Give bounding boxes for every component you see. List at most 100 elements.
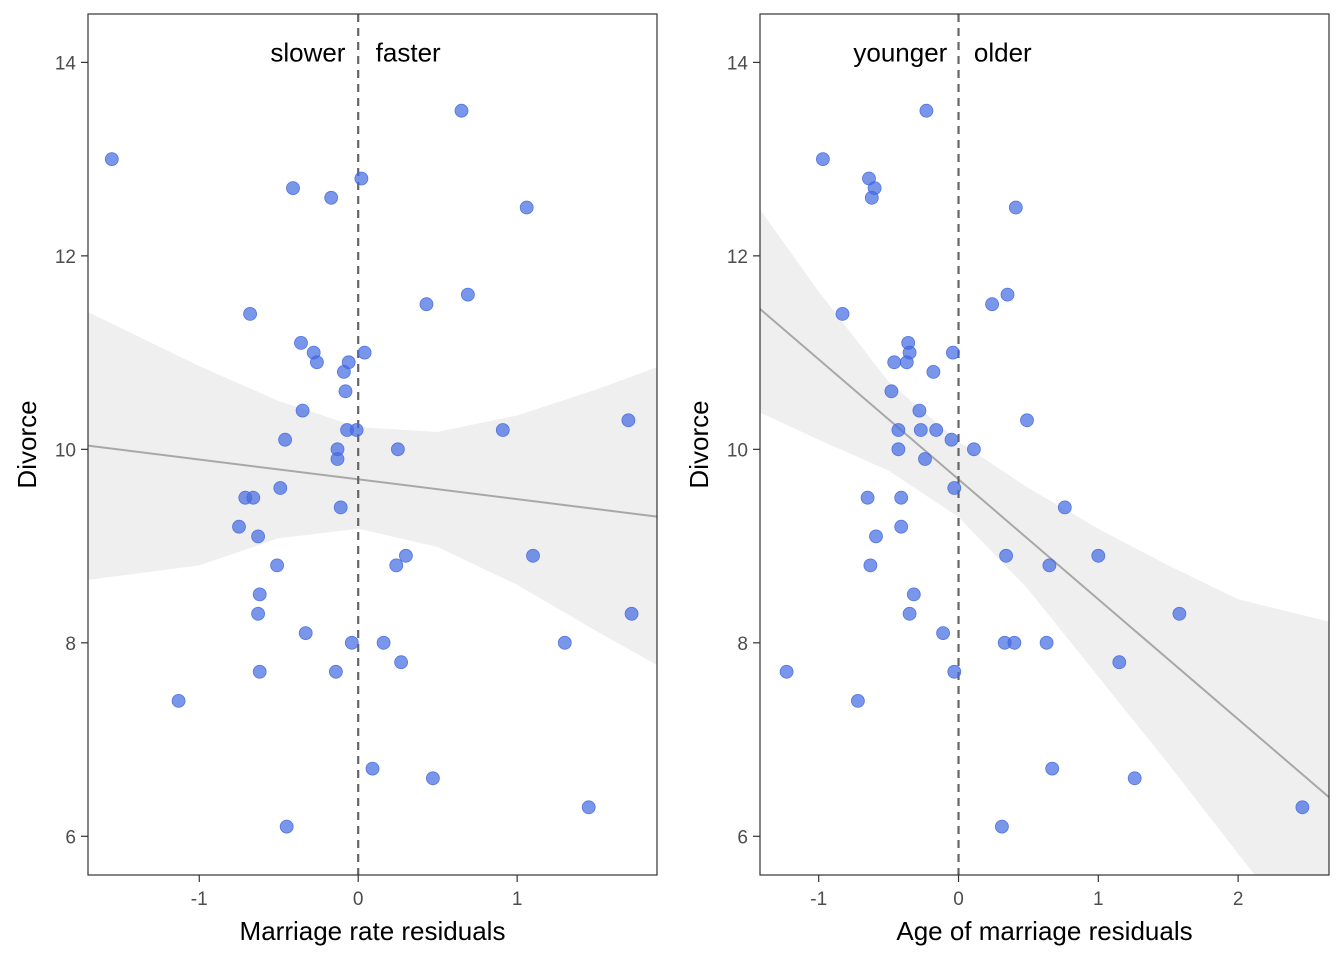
data-point (918, 452, 932, 466)
annotation-label: faster (376, 38, 441, 68)
data-point (919, 103, 934, 118)
data-point (835, 306, 850, 321)
data-point (926, 364, 941, 379)
data-point (581, 800, 596, 815)
data-point (1042, 558, 1057, 573)
data-point (860, 490, 875, 505)
data-point (354, 171, 369, 186)
data-point (298, 626, 313, 640)
data-point (344, 635, 359, 650)
data-point (338, 384, 353, 399)
data-point (891, 442, 906, 457)
data-point (913, 423, 928, 437)
data-point (376, 635, 391, 650)
plot-area (760, 14, 1329, 875)
data-point (946, 345, 960, 360)
annotation-label: older (974, 38, 1032, 68)
data-point (929, 423, 944, 437)
y-tick-label: 6 (65, 827, 76, 848)
data-point (816, 152, 830, 167)
data-point (425, 771, 440, 786)
data-point (104, 152, 119, 167)
data-point (1295, 800, 1310, 815)
data-point (624, 606, 639, 621)
x-tick-label: 1 (1093, 889, 1104, 910)
data-point (851, 694, 865, 708)
data-point (251, 529, 266, 544)
data-point (1127, 771, 1142, 786)
data-point (936, 626, 950, 640)
x-tick-label: 2 (1233, 889, 1244, 910)
data-point (1172, 606, 1187, 621)
data-point (519, 200, 534, 215)
data-point (967, 442, 981, 457)
confidence-ribbon (88, 312, 657, 666)
y-tick-label: 6 (737, 827, 748, 848)
x-tick-label: 0 (353, 889, 364, 910)
data-point (330, 452, 345, 466)
data-point (394, 655, 409, 670)
data-point (390, 442, 405, 457)
data-point (333, 500, 348, 515)
x-axis-title: Age of marriage residuals (896, 916, 1192, 946)
x-tick-label: 0 (953, 889, 964, 910)
regression-line (88, 444, 657, 518)
annotation-label: younger (853, 38, 947, 68)
data-point (526, 548, 540, 563)
data-point (336, 364, 351, 379)
y-tick-label: 10 (55, 440, 76, 461)
data-point (1000, 287, 1015, 302)
y-tick-label: 8 (65, 634, 76, 655)
data-point (398, 548, 413, 563)
data-point (1112, 655, 1127, 670)
data-point (779, 664, 794, 679)
data-point (557, 635, 572, 650)
data-point (985, 297, 999, 312)
data-point (365, 761, 380, 776)
annotation-label: slower (270, 38, 345, 68)
data-point (419, 297, 434, 312)
y-tick-label: 14 (55, 53, 77, 74)
data-point (389, 558, 404, 573)
data-point (944, 432, 959, 447)
data-point (270, 558, 285, 573)
y-tick-label: 12 (55, 247, 76, 268)
data-point (309, 355, 324, 370)
data-point (252, 587, 267, 602)
data-point (947, 481, 962, 495)
data-point (495, 423, 510, 437)
data-point (869, 529, 883, 544)
data-point (995, 819, 1009, 834)
data-point (251, 606, 266, 621)
data-point (884, 384, 899, 399)
data-point (357, 345, 372, 360)
data-point (278, 432, 293, 447)
data-point (1039, 635, 1054, 650)
y-tick-label: 8 (737, 634, 748, 655)
data-point (1091, 548, 1106, 563)
data-point (294, 335, 308, 350)
data-point (232, 519, 246, 534)
data-point (894, 490, 909, 505)
x-tick-label: 1 (512, 889, 523, 910)
panel-frame (759, 13, 1330, 876)
panel-frame (87, 13, 658, 876)
data-point (864, 190, 879, 205)
y-tick-label: 14 (727, 53, 749, 74)
data-point (273, 481, 288, 495)
data-point (171, 694, 186, 708)
data-point (887, 355, 902, 370)
data-point (328, 664, 343, 679)
data-point (621, 413, 636, 428)
data-point (906, 587, 921, 602)
y-tick-label: 12 (727, 247, 748, 268)
data-point (295, 403, 310, 418)
data-point (252, 664, 267, 679)
data-point (999, 548, 1013, 563)
data-point (243, 306, 258, 321)
data-point (894, 519, 909, 534)
confidence-ribbon (760, 209, 1329, 875)
data-point (324, 190, 339, 205)
